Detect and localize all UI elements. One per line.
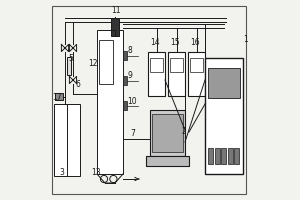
Bar xyxy=(190,58,203,72)
Text: 7: 7 xyxy=(130,129,135,138)
Text: 8: 8 xyxy=(127,46,132,55)
Bar xyxy=(170,58,183,72)
Text: 14: 14 xyxy=(150,38,160,47)
Text: 9: 9 xyxy=(127,71,132,80)
Bar xyxy=(123,76,127,85)
Bar xyxy=(55,93,63,100)
Bar xyxy=(146,156,189,166)
Bar xyxy=(123,101,127,110)
Bar xyxy=(148,52,165,96)
Bar xyxy=(214,148,220,164)
Bar xyxy=(150,58,163,72)
Bar xyxy=(111,18,118,36)
Bar xyxy=(234,148,239,164)
Bar xyxy=(208,148,213,164)
Bar xyxy=(99,40,112,84)
Text: 2: 2 xyxy=(181,127,186,136)
Bar xyxy=(152,114,183,152)
Bar xyxy=(54,104,80,176)
Text: 17: 17 xyxy=(52,93,62,102)
Text: 3: 3 xyxy=(60,168,64,177)
Text: 16: 16 xyxy=(190,38,200,47)
Text: 12: 12 xyxy=(88,59,98,68)
Text: 10: 10 xyxy=(127,97,136,106)
Bar xyxy=(123,51,127,60)
Text: 13: 13 xyxy=(91,168,100,177)
Text: 11: 11 xyxy=(111,6,121,15)
Bar xyxy=(188,52,205,96)
Bar xyxy=(168,52,185,96)
Text: 1: 1 xyxy=(243,35,248,44)
Bar xyxy=(221,148,226,164)
Bar xyxy=(208,68,240,98)
Text: 15: 15 xyxy=(170,38,180,47)
Bar xyxy=(205,58,243,174)
Bar xyxy=(228,148,233,164)
Bar xyxy=(97,30,123,174)
Text: 6: 6 xyxy=(76,80,81,89)
Text: 5: 5 xyxy=(69,54,74,63)
Bar xyxy=(150,110,185,156)
Bar xyxy=(67,57,71,75)
